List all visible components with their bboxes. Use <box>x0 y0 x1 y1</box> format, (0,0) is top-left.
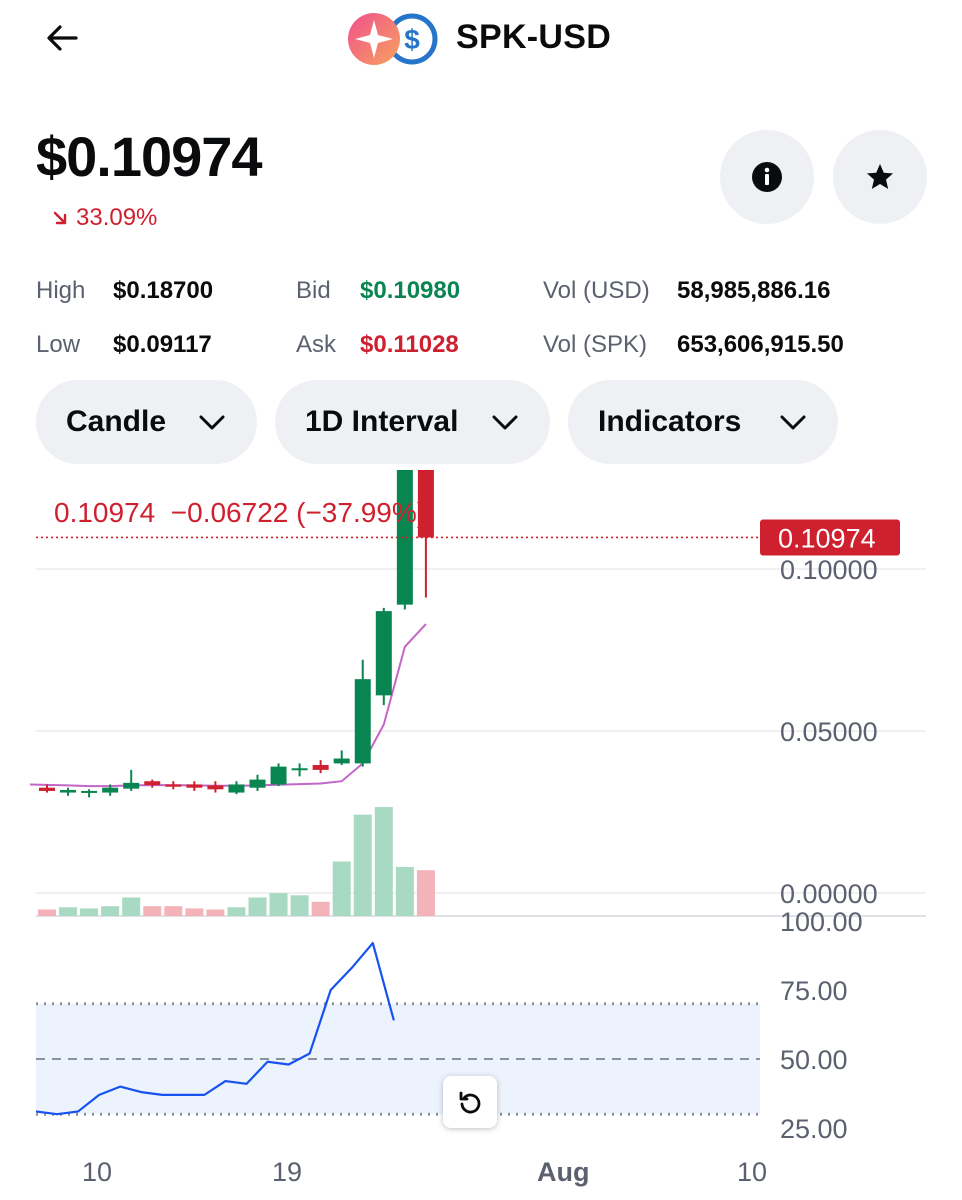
usdc-dollar-logo: $ <box>386 13 438 65</box>
rsi-axis-tick: 50.00 <box>780 1045 848 1075</box>
info-button[interactable] <box>720 130 814 224</box>
vol-spk-label: Vol (SPK) <box>543 331 648 358</box>
candle-body <box>207 785 224 790</box>
candle-body <box>39 787 55 791</box>
candle-body <box>123 782 140 789</box>
price-axis-tick: 0.10000 <box>780 555 878 585</box>
candle-body <box>333 758 350 764</box>
interval-dropdown[interactable]: 1D Interval <box>275 380 550 464</box>
info-icon <box>752 162 782 192</box>
volume-bar <box>185 908 204 916</box>
price-axis-tick: 0.00000 <box>780 879 878 909</box>
watchlist-star-button[interactable] <box>833 130 927 224</box>
volume-bar <box>80 908 99 916</box>
low-label: Low <box>36 331 81 358</box>
bid-value: $0.10980 <box>360 277 461 304</box>
back-button[interactable] <box>40 16 84 60</box>
ask-label: Ask <box>296 331 337 358</box>
top-bar: $ SPK-USD <box>0 0 962 80</box>
candle-body <box>102 787 119 793</box>
volume-bar <box>101 906 120 916</box>
volume-bar <box>143 906 162 916</box>
pair-logo: $ <box>347 12 439 66</box>
high-label: High <box>36 277 86 304</box>
arrow-down-right-icon <box>53 211 67 225</box>
chevron-down-icon <box>492 415 518 430</box>
spark-star-logo <box>348 13 400 65</box>
volume-bar <box>248 897 267 916</box>
volume-bar <box>311 901 330 916</box>
candle-body <box>312 765 329 770</box>
candle-body <box>396 470 413 605</box>
current-price-tag-label: 0.10974 <box>778 523 876 553</box>
star-icon <box>867 164 893 189</box>
pair-title: SPK-USD <box>456 18 612 56</box>
arrow-left-icon <box>47 25 78 51</box>
chart-type-label: Candle <box>66 405 167 438</box>
reset-chart-button[interactable] <box>443 1076 497 1128</box>
rsi-axis-tick: 75.00 <box>780 976 848 1006</box>
vol-usd-label: Vol (USD) <box>543 277 650 304</box>
volume-bar <box>38 909 56 916</box>
chevron-down-icon <box>780 415 806 430</box>
candle-body <box>291 768 308 771</box>
price-change-percent: 33.09% <box>76 204 158 231</box>
candle-body <box>375 611 392 696</box>
candle-body <box>60 789 77 793</box>
candle-body <box>165 784 182 787</box>
ohlc-legend: 0.10974 −0.06722 (−37.99%) <box>54 497 426 529</box>
time-axis-tick: Aug <box>537 1157 589 1187</box>
candle-body <box>228 784 245 793</box>
volume-bar <box>206 909 225 916</box>
time-axis-tick: 10 <box>737 1157 767 1187</box>
price-axis-tick: 0.05000 <box>780 717 878 747</box>
current-price-tag <box>760 519 900 556</box>
low-value: $0.09117 <box>113 331 212 358</box>
candle-body <box>186 784 203 788</box>
chevron-down-icon <box>199 415 225 430</box>
candle-body <box>249 779 266 788</box>
svg-text:$: $ <box>404 24 420 55</box>
volume-bar <box>122 897 141 916</box>
rotate-ccw-icon <box>459 1091 481 1114</box>
volume-bar <box>290 895 309 916</box>
volume-bar <box>374 807 393 916</box>
ohlc-change: −0.06722 (−37.99%) <box>170 497 427 528</box>
current-price: $0.10974 <box>36 125 263 188</box>
candle-body <box>417 470 434 538</box>
vol-usd-value: 58,985,886.16 <box>677 277 831 304</box>
interval-label: 1D Interval <box>305 405 459 438</box>
volume-bar <box>416 870 435 916</box>
bid-label: Bid <box>296 277 331 304</box>
high-value: $0.18700 <box>113 277 214 304</box>
ask-value: $0.11028 <box>360 331 459 358</box>
price-change: 33.09% <box>52 204 157 232</box>
rsi-axis-tick: 100.00 <box>780 907 863 937</box>
volume-bar <box>353 814 372 916</box>
indicators-dropdown[interactable]: Indicators <box>568 380 838 464</box>
time-axis-tick: 19 <box>272 1157 302 1187</box>
rsi-line <box>35 941 395 1116</box>
time-axis-tick: 10 <box>82 1157 112 1187</box>
candle-body <box>354 679 371 764</box>
ohlc-close: 0.10974 <box>54 497 156 528</box>
volume-bar <box>227 907 246 916</box>
indicators-label: Indicators <box>598 405 742 438</box>
candle-body <box>270 766 287 785</box>
vol-spk-value: 653,606,915.50 <box>677 331 844 358</box>
volume-bar <box>59 907 78 916</box>
candle-body <box>144 781 161 786</box>
volume-bar <box>269 893 288 916</box>
volume-bar <box>332 861 351 916</box>
volume-bar <box>395 866 414 916</box>
price-chart[interactable]: 0.250000.200000.150000.100000.050000.000… <box>0 470 962 1200</box>
chart-type-dropdown[interactable]: Candle <box>36 380 257 464</box>
volume-bar <box>164 906 183 916</box>
rsi-axis-tick: 25.00 <box>780 1114 848 1144</box>
candle-body <box>81 790 98 793</box>
